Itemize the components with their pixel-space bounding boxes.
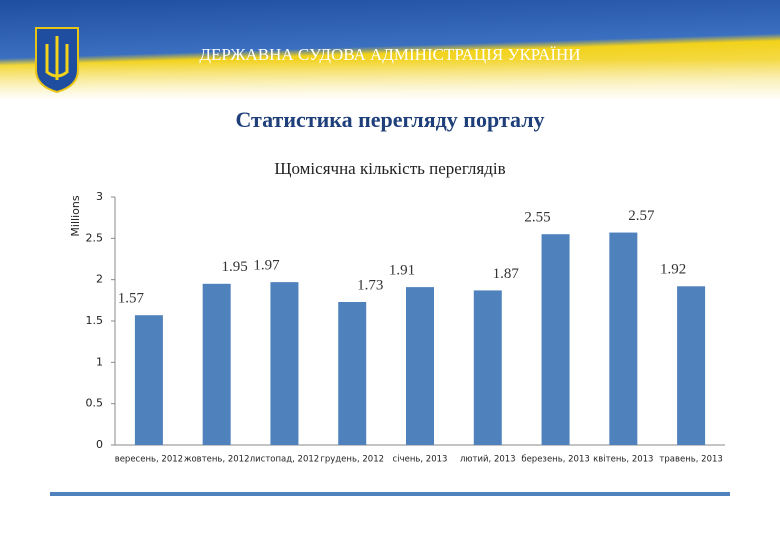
bar bbox=[406, 287, 434, 445]
bar bbox=[677, 286, 706, 445]
x-tick-label: квітень, 2013 bbox=[593, 455, 653, 465]
coat-of-arms bbox=[35, 27, 79, 94]
x-tick-label: вересень, 2012 bbox=[115, 455, 183, 465]
data-label: 1.97 bbox=[253, 258, 280, 274]
bar bbox=[134, 315, 163, 445]
data-label: 1.95 bbox=[222, 259, 248, 275]
x-tick-label: березень, 2013 bbox=[521, 455, 589, 465]
chart-title: Щомісячна кількість переглядів bbox=[274, 159, 505, 178]
bar bbox=[609, 232, 638, 445]
bar bbox=[473, 290, 502, 445]
y-tick-label: 2.5 bbox=[86, 231, 104, 244]
y-tick-label: 2 bbox=[96, 273, 103, 286]
bar bbox=[541, 234, 570, 445]
x-tick-label: листопад, 2012 bbox=[250, 455, 319, 465]
y-axis-label: Millions bbox=[69, 195, 82, 236]
data-label: 1.92 bbox=[660, 262, 686, 278]
bar bbox=[202, 283, 231, 445]
x-tick-label: жовтень, 2012 bbox=[184, 455, 250, 465]
x-tick-label: січень, 2013 bbox=[393, 455, 448, 465]
x-tick-label: грудень, 2012 bbox=[320, 455, 384, 465]
y-tick-label: 1 bbox=[96, 355, 103, 368]
data-label: 1.73 bbox=[357, 277, 383, 293]
x-tick-label: травень, 2013 bbox=[659, 455, 722, 465]
header-fade bbox=[0, 0, 780, 100]
y-tick-label: 0 bbox=[96, 438, 103, 451]
y-tick-label: 1.5 bbox=[86, 314, 104, 327]
bar bbox=[338, 301, 367, 445]
data-label: 1.57 bbox=[118, 291, 145, 307]
data-label: 2.55 bbox=[524, 210, 550, 226]
y-tick-label: 0.5 bbox=[86, 397, 104, 410]
y-tick-label: 3 bbox=[96, 190, 103, 203]
bar bbox=[270, 282, 299, 445]
data-label: 1.91 bbox=[389, 263, 415, 279]
x-tick-label: лютий, 2013 bbox=[460, 455, 516, 465]
data-label: 2.57 bbox=[628, 208, 655, 224]
slide-title: Статистика перегляду порталу bbox=[235, 107, 544, 132]
organization: ДЕРЖАВНА СУДОВА АДМІНІСТРАЦІЯ УКРАЇНИ bbox=[199, 45, 580, 64]
data-label: 1.87 bbox=[493, 266, 520, 282]
